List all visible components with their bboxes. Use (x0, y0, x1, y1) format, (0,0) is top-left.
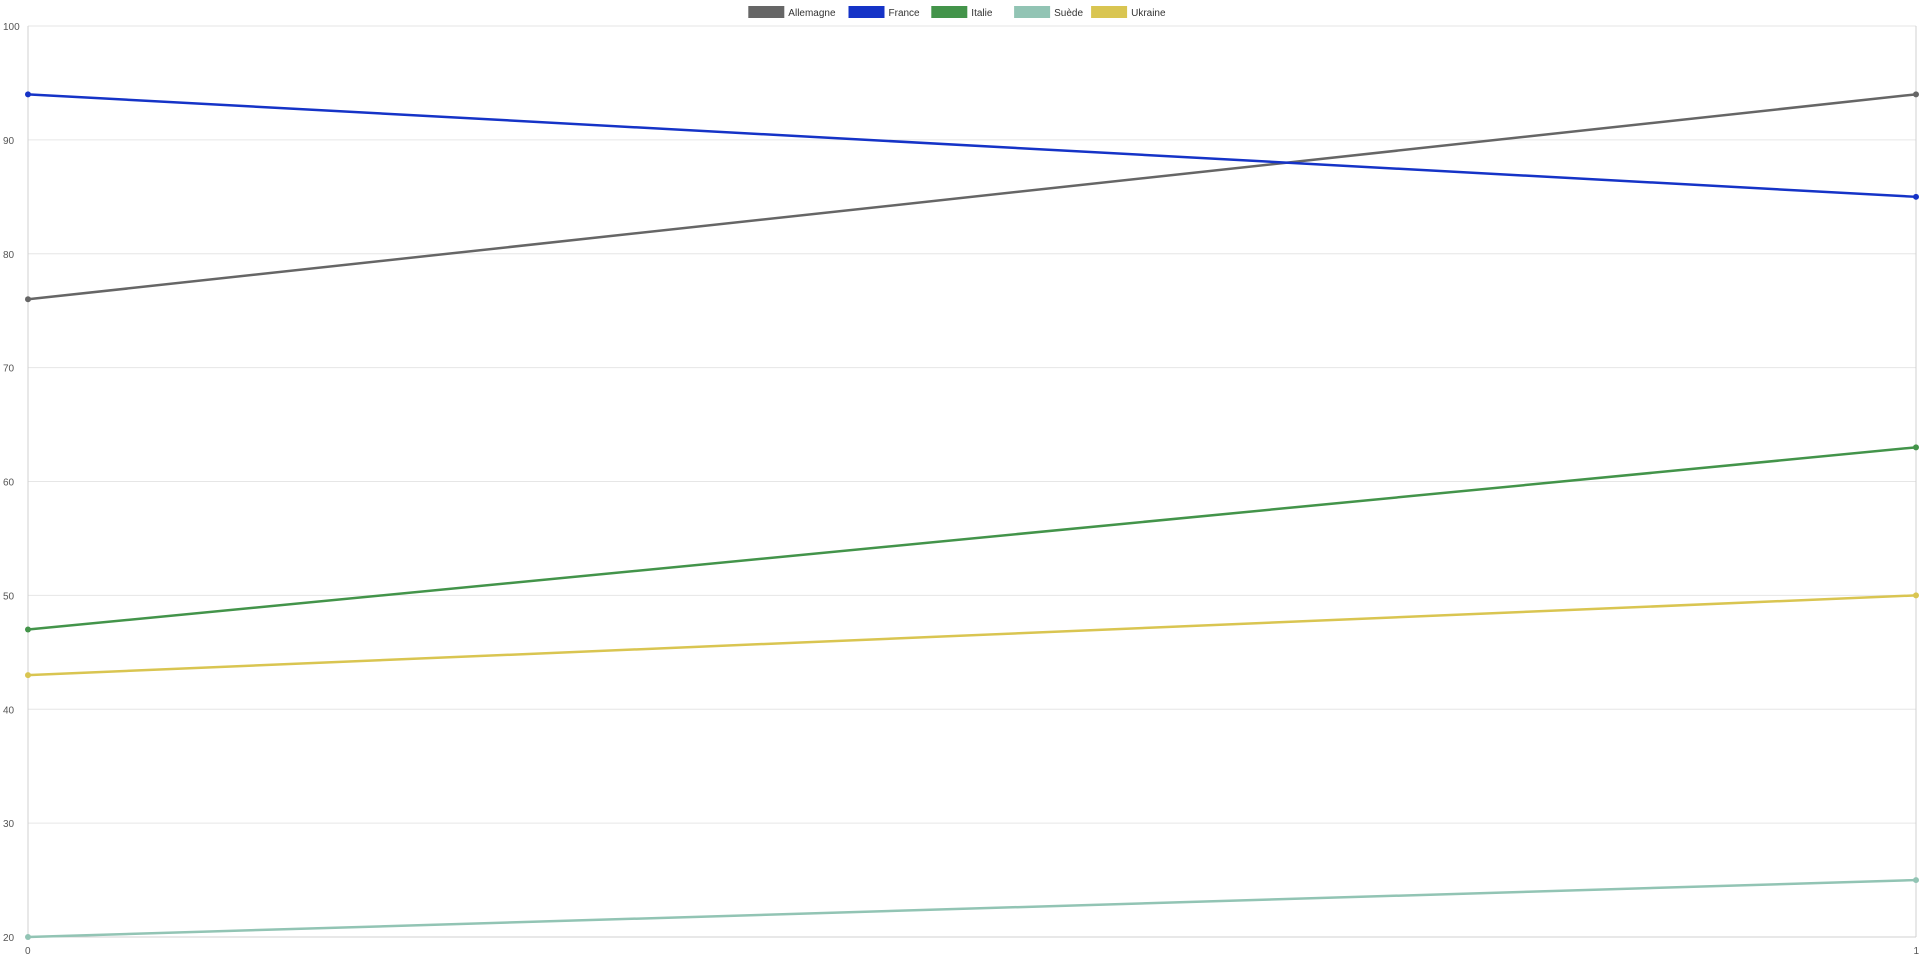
y-tick-label: 40 (3, 705, 15, 716)
legend-label: Allemagne (788, 8, 836, 19)
legend-item-suède[interactable]: Suède (1014, 6, 1083, 19)
legend-label: Ukraine (1131, 8, 1166, 19)
series-france (25, 91, 1919, 200)
legend-item-italie[interactable]: Italie (931, 6, 993, 19)
series-area (25, 91, 1919, 940)
legend-label: Suède (1054, 8, 1083, 19)
legend-label: France (889, 8, 921, 19)
legend-swatch (931, 6, 968, 18)
series-line (27, 446, 1917, 631)
data-point[interactable] (1913, 592, 1919, 599)
x-tick-label: 1 (1913, 946, 1919, 957)
legend-swatch (848, 6, 885, 18)
y-tick-label: 100 (3, 22, 20, 33)
legend-swatch (748, 6, 785, 18)
data-point[interactable] (25, 626, 31, 633)
y-tick-label: 80 (3, 250, 15, 261)
legend: Allemagne France Italie Suède Ukraine (748, 6, 1166, 19)
legend-item-ukraine[interactable]: Ukraine (1091, 6, 1166, 19)
y-tick-label: 50 (3, 591, 15, 602)
data-point[interactable] (25, 296, 31, 303)
grid (28, 25, 1916, 938)
axes: 20 30 40 50 60 70 80 90 100 0 1 (3, 22, 1919, 957)
x-tick-label: 0 (25, 946, 31, 957)
y-tick-label: 20 (3, 933, 15, 944)
y-tick-label: 30 (3, 819, 15, 830)
series-line (27, 878, 1917, 939)
legend-swatch (1091, 6, 1128, 18)
series-italie (25, 444, 1919, 633)
data-point[interactable] (1913, 877, 1919, 884)
series-ukraine (25, 592, 1919, 679)
y-tick-label: 90 (3, 136, 15, 147)
legend-item-france[interactable]: France (848, 6, 921, 19)
series-suède (25, 877, 1919, 940)
data-point[interactable] (1913, 193, 1919, 200)
y-tick-label: 70 (3, 364, 15, 375)
series-line (27, 93, 1917, 199)
data-point[interactable] (1913, 444, 1919, 451)
data-point[interactable] (25, 934, 31, 940)
y-tick-label: 60 (3, 478, 15, 489)
legend-label: Italie (971, 8, 993, 19)
data-point[interactable] (25, 672, 31, 679)
data-point[interactable] (25, 91, 31, 98)
data-point[interactable] (1913, 91, 1919, 98)
legend-item-allemagne[interactable]: Allemagne (748, 6, 836, 19)
series-line (27, 93, 1917, 301)
series-allemagne (25, 91, 1919, 303)
legend-swatch (1014, 6, 1051, 18)
series-line (27, 594, 1917, 677)
